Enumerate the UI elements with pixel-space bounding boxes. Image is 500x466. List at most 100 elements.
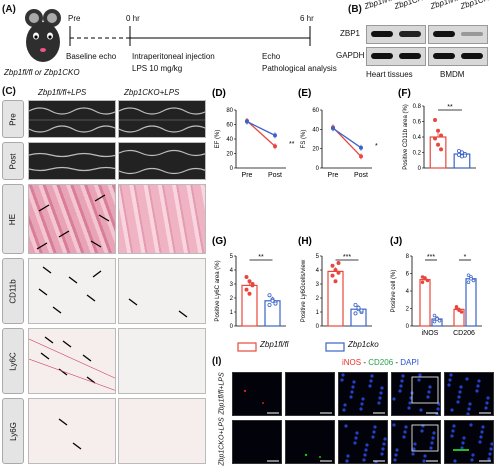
timeline-pre: Pre	[68, 14, 81, 23]
y-tick-label-G: 4	[230, 268, 234, 274]
data-point-G-1	[273, 301, 278, 306]
blot-tissue-heart: Heart tissues	[366, 70, 413, 79]
data-point-H-1	[359, 308, 364, 313]
data-point-H-0	[336, 260, 341, 265]
data-point-F-0	[433, 136, 438, 141]
data-point-J-0-1	[432, 313, 437, 318]
data-point-G-0	[244, 287, 249, 292]
series-line-D-0	[246, 120, 276, 147]
fluorescence-image-r1-c5	[444, 372, 494, 416]
legend-fl-label: Zbp1fl/fl	[260, 340, 289, 349]
data-point-F-1	[459, 150, 464, 155]
significance-J-0: ***	[427, 254, 435, 261]
y-tick-label-H: 1	[316, 310, 320, 316]
data-point-E-1	[331, 126, 335, 131]
blot-bmdm-gapdh	[428, 47, 488, 66]
panel-d-letter: (D)	[212, 88, 226, 99]
panel-c-letter: (C)	[2, 86, 16, 97]
y-tick-label-F: 0.8	[413, 104, 422, 110]
data-point-J-1-1	[466, 280, 471, 285]
y-tick-label-D: 0	[230, 166, 234, 172]
x-tick-label-E: Post	[354, 172, 368, 179]
y-axis-label-J: Positive cell (%)	[391, 270, 397, 313]
fluorescence-image-r2-c2	[285, 420, 335, 464]
panel-i-row1-label: Zbp1fl/fl+LPS	[218, 371, 226, 415]
legend-fl-swatch	[237, 342, 257, 352]
data-point-H-0	[333, 267, 338, 272]
data-point-J-0-1	[432, 319, 437, 324]
data-point-H-0	[333, 279, 338, 284]
y-tick-label-E: 60	[312, 108, 319, 114]
bar-J-1-1	[465, 278, 477, 327]
baseline-echo-label: Baseline echo	[66, 52, 117, 61]
series-line-E-1	[332, 127, 362, 149]
timeline-0hr: 0 hr	[126, 14, 140, 23]
echo-label: Echo	[262, 52, 281, 61]
row-tab-ly6c: Ly6C	[2, 328, 24, 394]
data-point-G-1	[270, 298, 275, 303]
data-point-J-0-1	[435, 317, 439, 321]
data-point-F-1	[456, 148, 461, 153]
timeline-6hr: 6 hr	[300, 14, 314, 23]
data-point-D-1	[273, 133, 277, 138]
y-tick-label-E: 20	[312, 147, 319, 153]
data-point-J-1-1	[466, 273, 471, 278]
panel-c-col1: Zbp1fl/fl+LPS	[38, 88, 87, 97]
ly6g-cko	[118, 398, 206, 464]
y-tick-label-D: 20	[226, 152, 233, 158]
y-axis-label-G: Positive Ly6C area (%)	[215, 260, 221, 321]
data-point-G-0	[247, 279, 252, 284]
data-point-E-0	[359, 154, 363, 159]
panel-j-letter: (J)	[390, 236, 402, 247]
data-point-F-0	[436, 128, 441, 133]
x-tick-label-J: CD206	[453, 330, 475, 337]
data-point-G-0	[247, 291, 252, 296]
data-point-H-1	[353, 311, 358, 316]
data-point-J-0-0	[420, 280, 425, 285]
panel-f-letter: (F)	[398, 88, 411, 99]
data-point-G-0	[244, 274, 249, 279]
y-tick-label-J: 0	[406, 324, 410, 330]
data-point-J-0-1	[437, 319, 442, 323]
timeline	[69, 26, 311, 46]
bar-J-0-0	[419, 279, 431, 327]
fluorescence-image-r2-c4	[391, 420, 441, 464]
significance-D: **	[289, 141, 295, 148]
panel-h-letter: (H)	[298, 236, 312, 247]
data-point-H-0	[330, 273, 335, 278]
fluorescence-image-r1-c1	[232, 372, 282, 416]
data-point-J-1-1	[471, 278, 476, 283]
y-tick-label-E: 40	[312, 127, 319, 133]
y-tick-label-J: 6	[406, 272, 410, 278]
row-tab-cd11b: CD11b	[2, 258, 24, 324]
panel-c-col2: Zbp1CKO+LPS	[124, 88, 180, 97]
ly6g-fl	[28, 398, 116, 464]
y-tick-label-E: 0	[316, 166, 320, 172]
pathology-label: Pathological analysis	[262, 64, 337, 73]
data-point-F-1	[462, 153, 467, 158]
y-tick-label-D: 60	[226, 123, 233, 129]
data-point-F-0	[433, 117, 438, 122]
data-point-H-0	[330, 263, 335, 268]
data-point-H-1	[356, 305, 361, 310]
data-point-G-1	[267, 302, 272, 307]
y-tick-label-F: 0.2	[413, 151, 422, 157]
significance-F: **	[447, 104, 453, 111]
panel-g-letter: (G)	[212, 236, 226, 247]
legend-cko-label: Zbp1cko	[348, 340, 379, 349]
y-tick-label-D: 80	[226, 108, 233, 114]
x-tick-label-D: Post	[268, 172, 282, 179]
fluorescence-image-r1-c2	[285, 372, 335, 416]
y-tick-label-G: 1	[230, 310, 234, 316]
x-tick-label-J: iNOS	[422, 330, 439, 337]
blot-bmdm-zbp1	[428, 25, 488, 44]
bar-G-0	[241, 284, 258, 327]
blot-tissue-bmdm: BMDM	[440, 70, 465, 79]
data-point-G-0	[250, 281, 255, 286]
data-point-H-0	[336, 270, 341, 275]
fluorescence-image-r1-c3	[338, 372, 388, 416]
mouse-icon	[25, 9, 61, 62]
y-tick-label-H: 3	[316, 282, 320, 288]
series-line-D-1	[246, 121, 276, 136]
